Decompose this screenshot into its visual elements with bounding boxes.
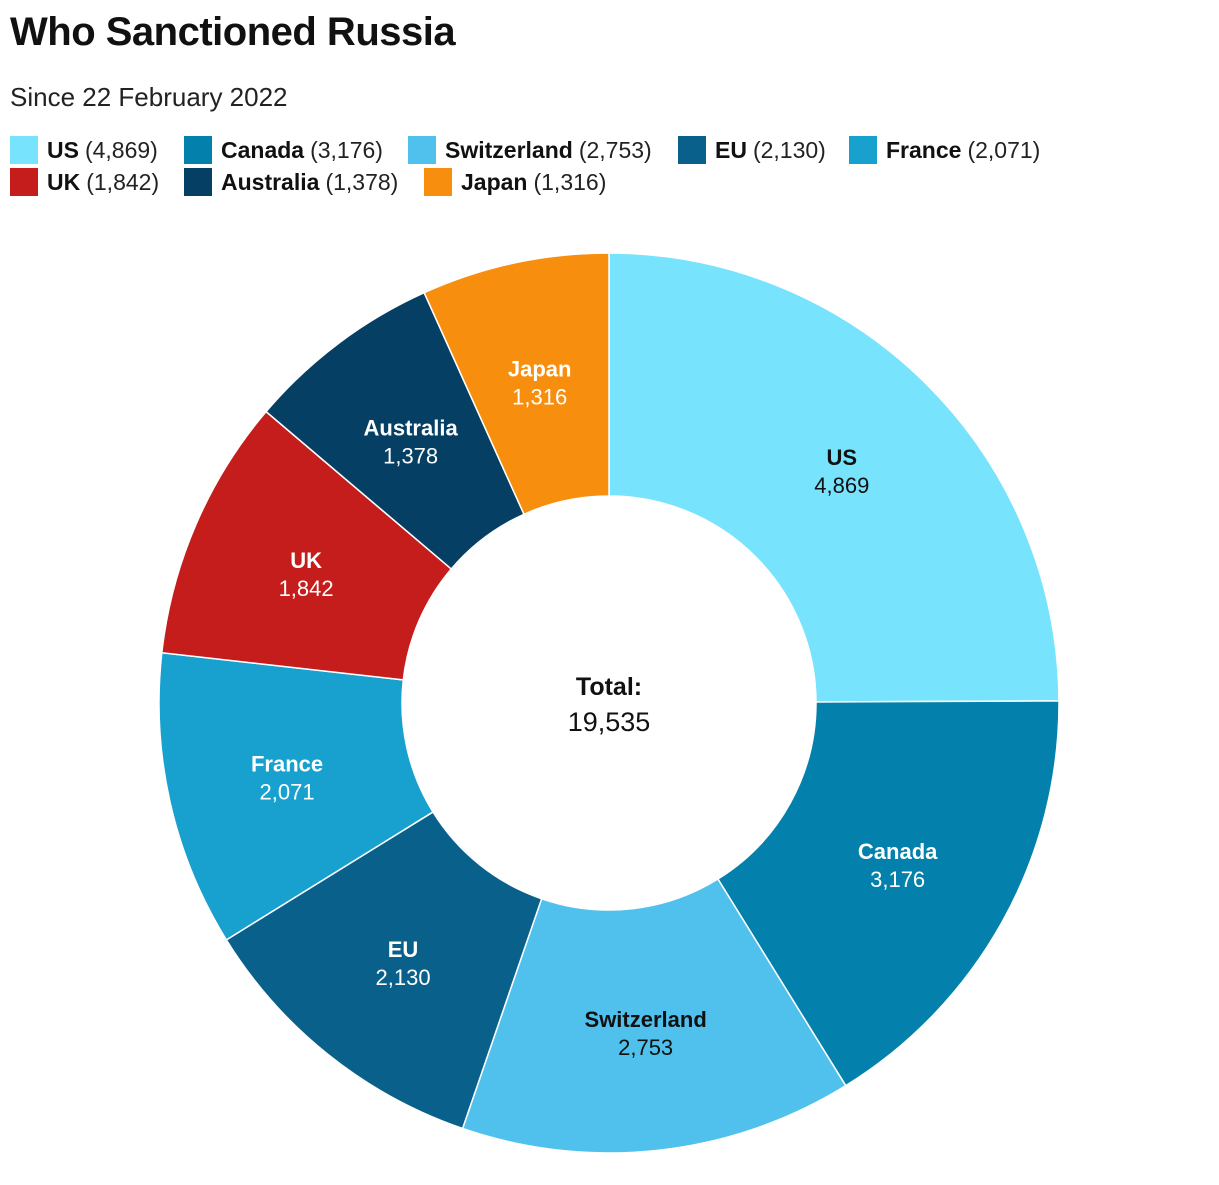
slice-us[interactable] [608,252,1060,703]
slice-value-eu: 2,130 [376,965,431,990]
legend-value-japan: (1,316) [533,168,607,195]
legend-swatch-us [10,136,38,164]
legend-value-france: (2,071) [967,136,1041,163]
slice-label-eu: EU [388,937,419,962]
slice-canada[interactable] [716,700,1060,1087]
slice-value-canada: 3,176 [870,867,925,892]
slice-value-france: 2,071 [260,779,315,804]
legend-name-uk: UK [47,168,81,195]
slice-label-france: France [251,751,323,776]
legend-name-us: US [47,136,79,163]
slice-label-japan: Japan [508,356,572,381]
legend-swatch-japan [424,168,452,196]
legend-item-uk[interactable]: UK (1,842) [10,168,184,196]
slice-label-us: US [827,445,858,470]
center-total-value: 19,535 [568,707,651,737]
slice-uk[interactable] [160,410,453,681]
legend-name-canada: Canada [221,136,305,163]
center-total-label: Total: [576,673,642,701]
legend-swatch-uk [10,168,38,196]
slice-switzerland[interactable] [461,878,847,1154]
legend-name-eu: EU [715,136,747,163]
legend-row-2: UK (1,842) Australia (1,378) Japan (1,31… [10,166,1210,198]
slice-value-australia: 1,378 [383,443,438,468]
legend-item-japan[interactable]: Japan (1,316) [424,168,606,196]
legend-name-switzerland: Switzerland [445,136,573,163]
legend-item-eu[interactable]: EU (2,130) [678,136,849,164]
legend-value-uk: (1,842) [86,168,160,195]
slice-value-us: 4,869 [814,473,869,498]
legend-name-france: France [886,136,962,163]
legend-item-switzerland[interactable]: Switzerland (2,753) [408,136,678,164]
legend-swatch-switzerland [408,136,436,164]
slice-label-australia: Australia [364,415,459,440]
legend-swatch-france [849,136,877,164]
legend-value-australia: (1,378) [325,168,399,195]
chart-subtitle: Since 22 February 2022 [10,82,288,112]
legend-swatch-australia [184,168,212,196]
legend-item-australia[interactable]: Australia (1,378) [184,168,424,196]
slice-france[interactable] [158,651,435,941]
slice-label-uk: UK [290,548,322,573]
legend-value-eu: (2,130) [752,136,826,163]
legend-item-us[interactable]: US (4,869) [10,136,184,164]
chart-title: Who Sanctioned Russia [10,10,456,54]
legend-swatch-canada [184,136,212,164]
legend: US (4,869) Canada (3,176) Switzerland (2… [10,134,1210,198]
legend-value-switzerland: (2,753) [578,136,652,163]
legend-name-australia: Australia [221,168,320,195]
legend-swatch-eu [678,136,706,164]
legend-row-1: US (4,869) Canada (3,176) Switzerland (2… [10,134,1210,166]
legend-item-canada[interactable]: Canada (3,176) [184,136,408,164]
donut-labels: US 4,869 Canada 3,176 Switzerland 2,753 EU 2,13… [251,356,938,1060]
slice-value-japan: 1,316 [512,384,567,409]
legend-item-france[interactable]: France (2,071) [849,136,1040,164]
slice-label-switzerland: Switzerland [585,1007,707,1032]
legend-value-us: (4,869) [84,136,158,163]
donut-slices [158,252,1060,1154]
legend-name-japan: Japan [461,168,528,195]
slice-label-canada: Canada [858,839,938,864]
slice-japan[interactable] [423,252,610,516]
legend-value-canada: (3,176) [310,136,383,163]
slice-value-uk: 1,842 [279,576,334,601]
slice-value-switzerland: 2,753 [618,1035,673,1060]
